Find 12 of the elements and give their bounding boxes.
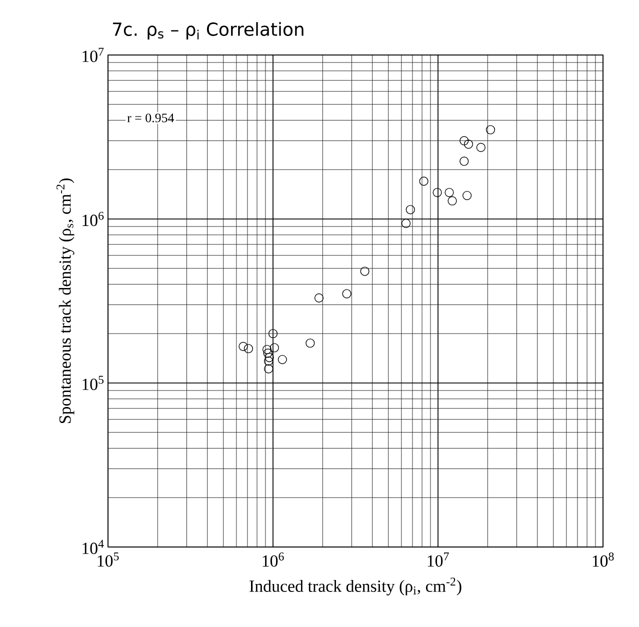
y-tick-label: 10$^{6}$ [82,212,104,226]
chart-title: 7c. ρ$_{s}$ – ρ$_{i}$ Correlation [113,22,304,40]
x-tick-label: 10$^{7}$ [428,552,449,567]
x-tick-label: 10$^{8}$ [592,552,614,567]
x-tick-label: 10$^{5}$ [98,552,119,567]
y-tick-label: 10$^{4}$ [82,540,104,554]
y-tick-label: 10$^{7}$ [82,48,104,62]
y-tick-label: 10$^{5}$ [82,376,104,390]
annotation: r = 0.954 [127,114,174,122]
y-axis-title: Spontaneous track density (ρ$_{s}$, cm$^{-2}$) [56,178,74,424]
x-tick-label: 10$^{6}$ [262,552,284,567]
x-axis-title: Induced track density (ρ$_{i}$, cm$^{-2}$) [250,578,462,596]
